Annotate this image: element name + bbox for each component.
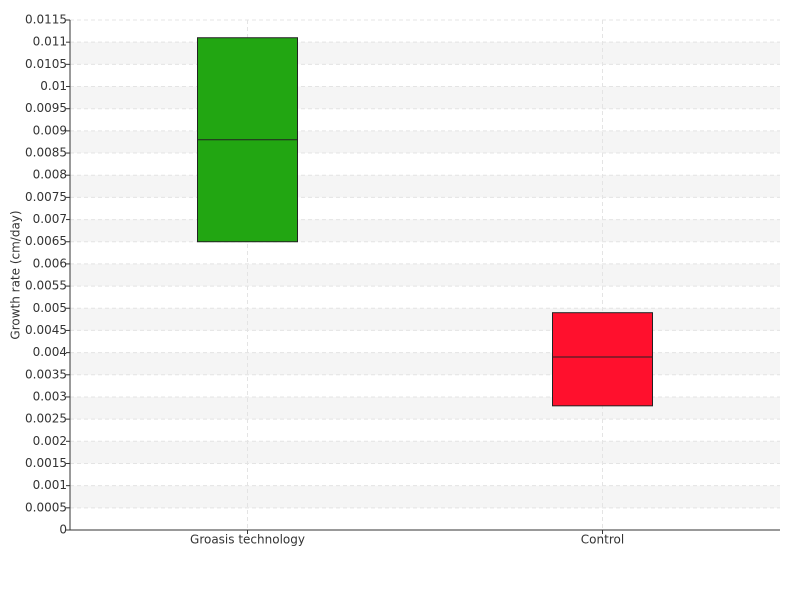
y-tick-label: 0.0035 [25,367,67,381]
y-tick-label: 0.011 [33,35,67,49]
grid-stripe [70,485,780,508]
y-tick-label: 0.0105 [25,57,67,71]
y-tick-label: 0.005 [33,301,67,315]
grid-stripe [70,396,780,420]
grid-stripe [70,352,780,375]
y-tick-label: 0.01 [40,79,67,93]
y-tick-label: 0.0085 [25,146,67,160]
y-tick-label: 0.0115 [25,13,67,27]
y-tick-label: 0.003 [33,389,67,403]
y-tick-label: 0.008 [33,168,67,182]
x-tick-label: Groasis technology [190,533,305,547]
y-tick-label: 0.0015 [25,456,67,470]
grid-stripe [70,130,780,154]
grid-stripe [70,175,780,198]
y-tick-label: 0.0045 [25,323,67,337]
x-tick-label: Control [581,533,624,547]
y-tick-label: 0.0005 [25,500,67,514]
y-tick-label: 0.009 [33,123,67,137]
grid-stripe [70,441,780,464]
y-tick-label: 0.0065 [25,234,67,248]
y-tick-label: 0 [59,523,67,537]
y-tick-label: 0.006 [33,256,67,270]
grid-stripe [70,219,780,242]
grid-stripe [70,42,780,65]
y-tick-label: 0.0095 [25,101,67,115]
y-tick-label: 0.001 [33,478,67,492]
y-tick-label: 0.002 [33,434,67,448]
box [552,312,653,407]
grid-stripe [70,86,780,109]
y-tick-label: 0.007 [33,212,67,226]
y-tick-label: 0.0025 [25,412,67,426]
y-axis-label: Growth rate (cm/day) [9,210,23,339]
y-tick-label: 0.004 [33,345,67,359]
grid-stripe [70,263,780,287]
y-tick-label: 0.0075 [25,190,67,204]
grid-stripe [70,308,780,331]
y-tick-label: 0.0055 [25,279,67,293]
